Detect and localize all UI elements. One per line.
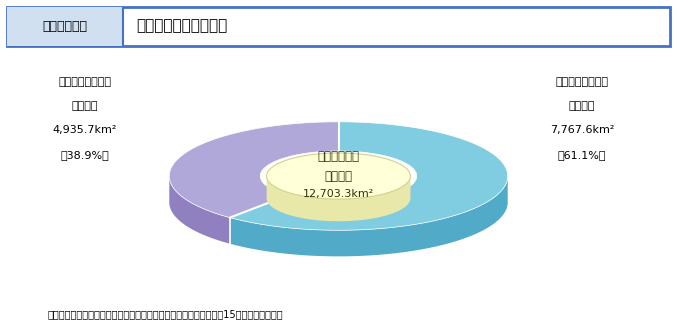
Polygon shape: [267, 153, 410, 199]
Text: 全国面積: 全国面積: [324, 170, 353, 183]
FancyBboxPatch shape: [7, 7, 123, 46]
Text: 区域面積: 区域面積: [569, 101, 595, 111]
Text: 4,935.7km²: 4,935.7km²: [52, 126, 117, 135]
Text: 一次避難が可能な: 一次避難が可能な: [58, 77, 111, 87]
Text: 出典：地震防災施設の整備の現状に関する全国調査最終報告（平成15年１月：内閣府）: 出典：地震防災施設の整備の現状に関する全国調査最終報告（平成15年１月：内閣府）: [47, 309, 283, 319]
Polygon shape: [267, 175, 410, 221]
Polygon shape: [230, 122, 508, 230]
Text: 図２－４－８: 図２－４－８: [43, 20, 87, 33]
Text: 区域面積: 区域面積: [71, 101, 98, 111]
Text: （38.9%）: （38.9%）: [60, 150, 109, 159]
Text: 一次避難が困難な: 一次避難が困難な: [555, 77, 609, 87]
Polygon shape: [288, 175, 417, 225]
Text: 12,703.3km²: 12,703.3km²: [303, 189, 374, 199]
Text: 一次避難地の整備状況: 一次避難地の整備状況: [136, 19, 227, 34]
FancyBboxPatch shape: [7, 7, 670, 46]
Text: 人口集中地区: 人口集中地区: [318, 150, 359, 163]
Text: 7,767.6km²: 7,767.6km²: [550, 126, 614, 135]
Polygon shape: [169, 175, 230, 244]
Polygon shape: [230, 175, 508, 256]
Text: （61.1%）: （61.1%）: [558, 150, 606, 159]
Polygon shape: [260, 175, 288, 219]
Polygon shape: [169, 122, 338, 218]
